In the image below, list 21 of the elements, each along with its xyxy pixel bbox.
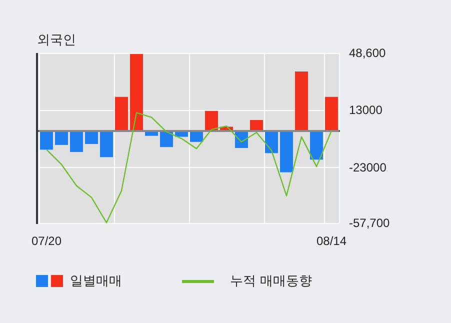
- bar: [40, 130, 53, 150]
- y-tick-label: -23000: [349, 160, 387, 175]
- x-tick-label: 07/20: [31, 234, 62, 248]
- bar: [250, 120, 263, 131]
- bar: [310, 130, 323, 160]
- bar: [325, 96, 338, 131]
- bar: [70, 130, 83, 152]
- bar: [205, 110, 218, 131]
- legend-label: 일별매매: [70, 273, 122, 290]
- bar: [100, 130, 113, 158]
- chart-title: 외국인: [37, 32, 76, 47]
- bar: [280, 130, 293, 172]
- y-tick-label: -57,700: [349, 216, 390, 230]
- y-tick-label: 48,600: [349, 46, 386, 60]
- x-tick-label: 08/14: [316, 234, 347, 248]
- bar: [130, 54, 143, 131]
- y-tick-label: 13000: [349, 102, 383, 117]
- line-series: [46, 112, 332, 224]
- bar: [115, 96, 128, 131]
- bar: [295, 72, 308, 131]
- legend-label: 누적 매매동향: [230, 273, 312, 290]
